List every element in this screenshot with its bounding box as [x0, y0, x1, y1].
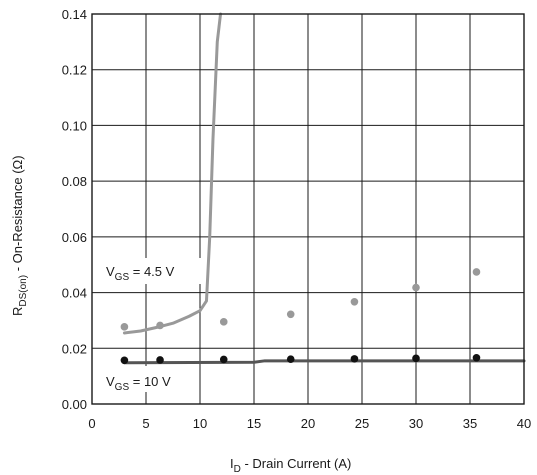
- y-axis-title: RDS(on) - On-Resistance (Ω): [10, 155, 29, 316]
- vgs45-data-point: [156, 321, 164, 330]
- vgs10-curve: [122, 359, 526, 365]
- vgs10-label: VGS = 10 V: [106, 374, 171, 393]
- y-tick-label: 0.04: [62, 286, 87, 301]
- vgs10-data-point: [156, 356, 164, 364]
- x-tick-label: 0: [88, 416, 95, 431]
- vgs10-data-point: [472, 353, 481, 362]
- y-tick-label: 0.08: [62, 174, 87, 189]
- x-tick-label: 10: [193, 416, 207, 431]
- vgs10-label-bg: [104, 366, 192, 392]
- grid-lines: [91, 13, 525, 405]
- y-tick-label: 0.10: [62, 118, 87, 133]
- x-tick-label: 40: [517, 416, 531, 431]
- vgs45-data-point: [219, 318, 228, 326]
- vgs45-data-point: [286, 310, 295, 319]
- vgs45-data-point: [412, 283, 420, 292]
- vgs10-data-point: [219, 355, 228, 364]
- x-tick-label: 35: [463, 416, 477, 431]
- y-tick-label: 0.12: [62, 63, 87, 78]
- vgs10-data-point: [350, 355, 359, 363]
- plot-frame: [91, 13, 525, 405]
- vgs45-data-point: [472, 268, 481, 276]
- x-tick-label: 30: [409, 416, 423, 431]
- vgs45-label: VGS = 4.5 V: [106, 264, 175, 283]
- vgs45-curve: [122, 12, 223, 335]
- x-tick-labels: 0 5 10 15 20 25 30 35 40: [88, 416, 531, 431]
- x-tick-label: 15: [247, 416, 261, 431]
- x-tick-label: 5: [142, 416, 149, 431]
- x-tick-label: 25: [355, 416, 369, 431]
- y-tick-label: 0.02: [62, 341, 87, 356]
- y-tick-label: 0.14: [62, 7, 87, 22]
- series-layer: [120, 12, 526, 365]
- vgs10-data-point: [286, 355, 295, 363]
- x-axis-title: ID - Drain Current (A): [230, 456, 351, 475]
- y-tick-label: 0.00: [62, 397, 87, 412]
- y-tick-label: 0.06: [62, 230, 87, 245]
- vgs45-data-point: [120, 323, 129, 331]
- vgs10-data-point: [120, 356, 129, 365]
- y-tick-labels: 0.00 0.02 0.04 0.06 0.08 0.10 0.12 0.14: [62, 7, 87, 412]
- vgs45-label-bg: [104, 258, 202, 284]
- x-tick-label: 20: [301, 416, 315, 431]
- vgs45-data-point: [350, 297, 359, 306]
- vgs10-data-point: [412, 354, 420, 363]
